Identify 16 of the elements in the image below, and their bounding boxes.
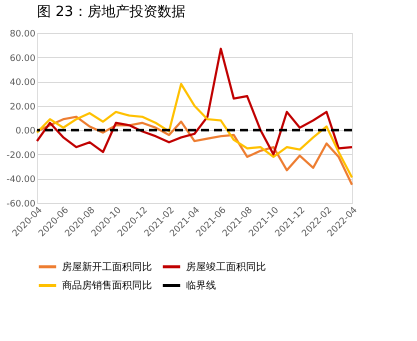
legend-label: 房屋新开工面积同比 <box>62 260 152 273</box>
chart-title: 图 23：房地产投资数据 <box>37 4 186 20</box>
y-tick-label: -20.00 <box>6 150 36 161</box>
y-tick-label: 60.00 <box>10 54 36 64</box>
y-tick-label: 80.00 <box>10 30 36 40</box>
y-tick-label: 0.00 <box>15 126 36 137</box>
y-tick-label: -60.00 <box>6 200 36 210</box>
line-series <box>36 116 354 186</box>
line-series <box>36 48 354 156</box>
legend-label: 商品房销售面积同比 <box>62 280 152 292</box>
legend-label: 临界线 <box>186 280 216 292</box>
legend-label: 房屋竣工面积同比 <box>186 260 266 273</box>
line-series <box>36 82 354 179</box>
y-tick-label: -40.00 <box>6 175 36 186</box>
y-tick-label: 40.00 <box>10 78 36 88</box>
y-tick-label: 20.00 <box>10 102 36 112</box>
